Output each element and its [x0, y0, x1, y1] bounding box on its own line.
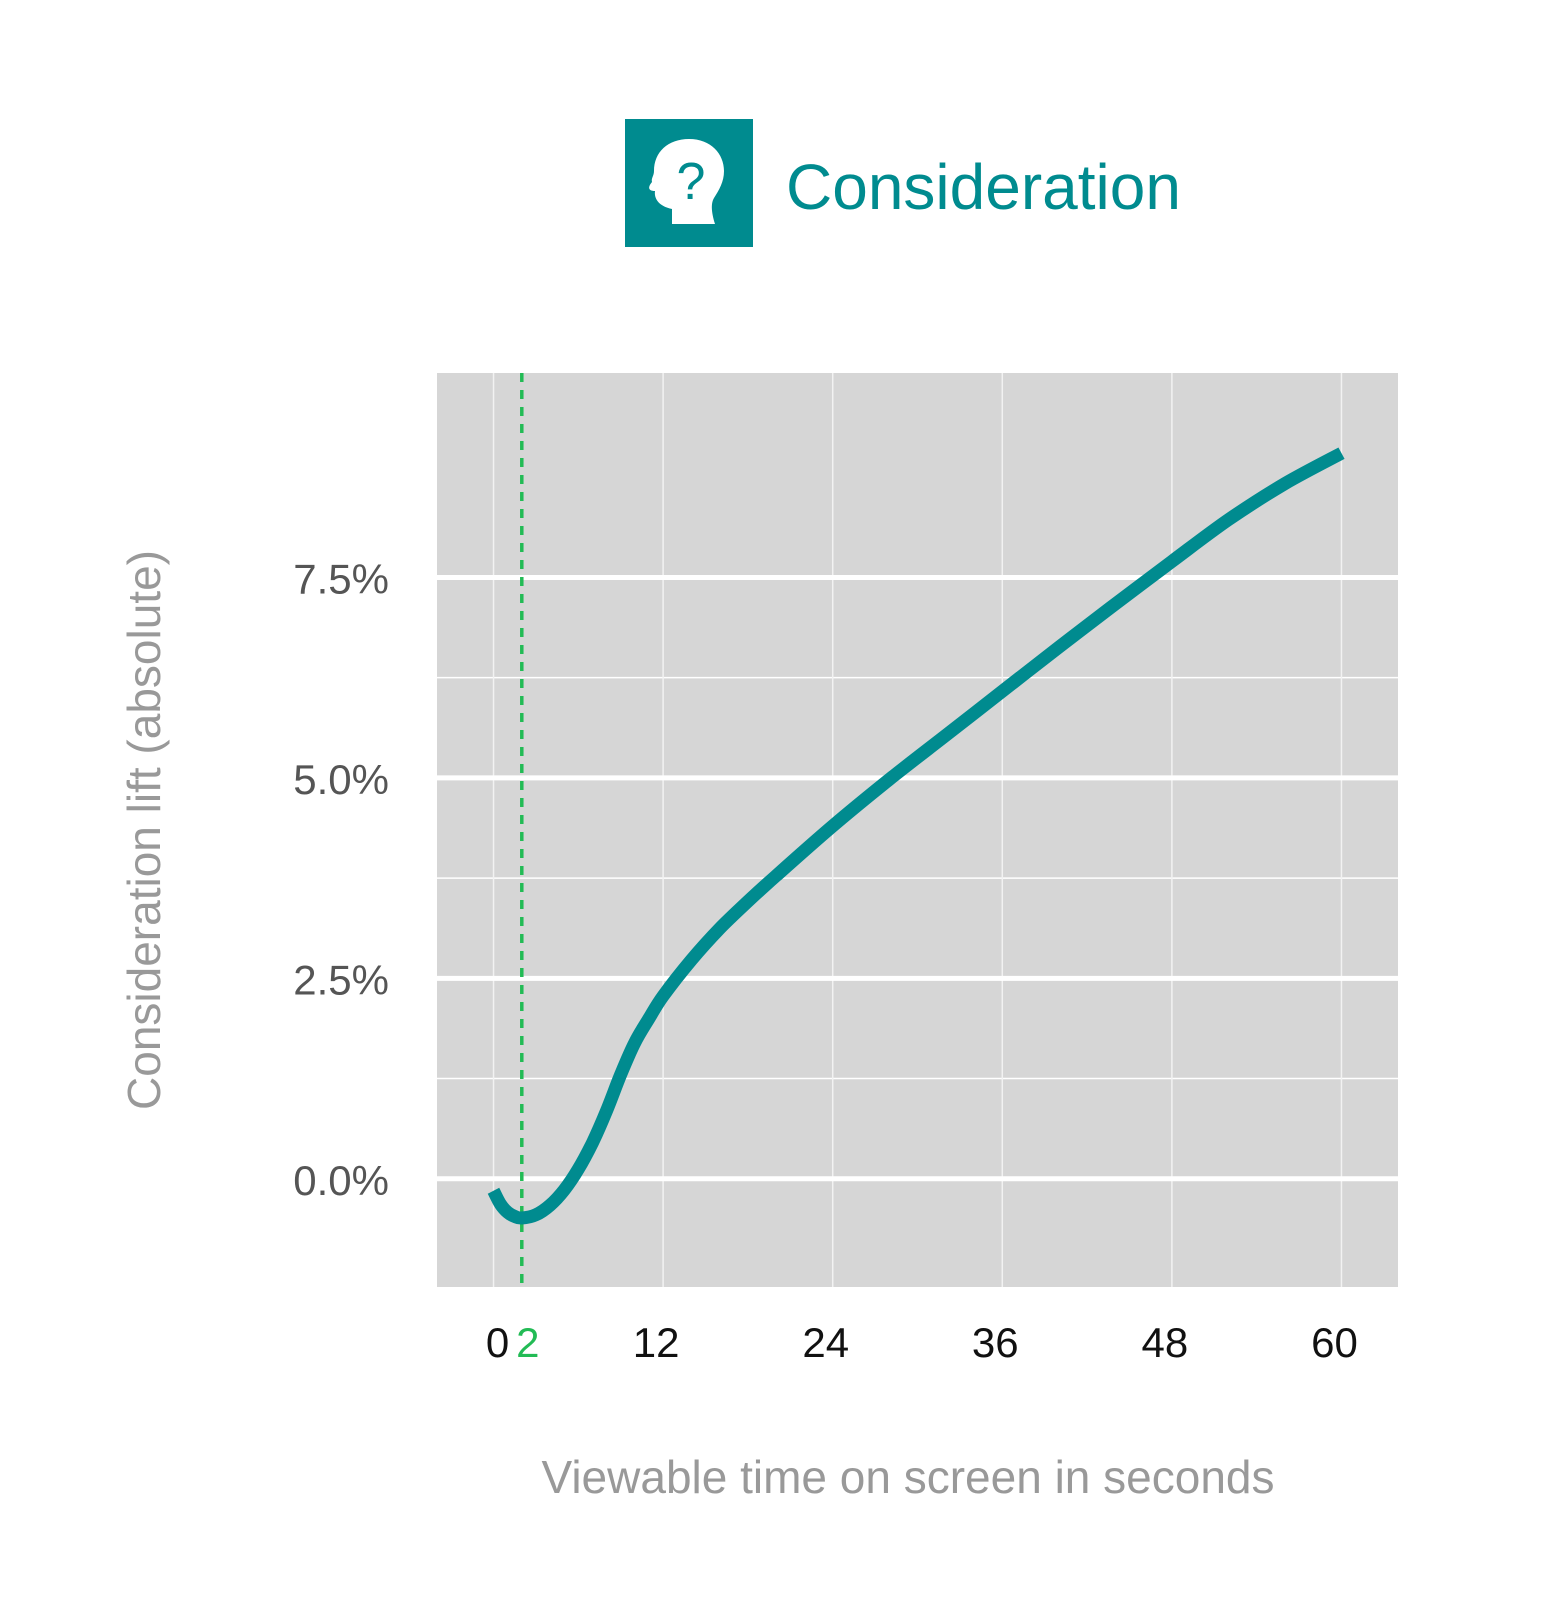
x-tick-label: 36: [972, 1319, 1019, 1366]
x-tick-label: 0: [486, 1319, 509, 1366]
y-tick-label: 0.0%: [293, 1157, 389, 1204]
x-tick-label-highlight: 2: [516, 1319, 539, 1366]
gridlines: [437, 373, 1398, 1287]
chart-header: ? Consideration: [0, 0, 1564, 300]
svg-text:?: ?: [677, 153, 706, 211]
x-tick-label: 12: [633, 1319, 680, 1366]
y-axis-title: Consideration lift (absolute): [118, 550, 170, 1110]
y-tick-label: 2.5%: [293, 956, 389, 1003]
x-tick-label: 60: [1311, 1319, 1358, 1366]
head-question-icon: ?: [625, 119, 753, 247]
y-tick-label: 5.0%: [293, 756, 389, 803]
y-axis-ticks: 0.0% 2.5% 5.0% 7.5%: [293, 555, 389, 1203]
x-tick-label: 24: [802, 1319, 849, 1366]
x-axis-title: Viewable time on screen in seconds: [541, 1451, 1274, 1503]
chart-title: Consideration: [786, 151, 1181, 223]
consideration-lift-line: [487, 447, 1345, 1225]
x-tick-label: 48: [1142, 1319, 1189, 1366]
x-axis-ticks: 0 12 24 36 48 60 2: [486, 1319, 1358, 1366]
y-tick-label: 7.5%: [293, 555, 389, 602]
